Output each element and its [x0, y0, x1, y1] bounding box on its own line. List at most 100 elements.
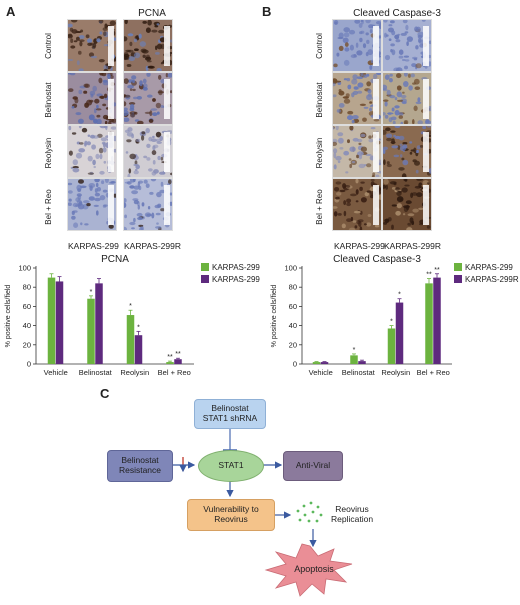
bar: [358, 361, 366, 364]
caspase-micrograph-r4-c2: [382, 178, 432, 231]
scale-bar: [423, 185, 429, 225]
scale-bar: [164, 79, 170, 119]
panel-a-title: PCNA: [138, 8, 166, 19]
legend-swatch: [201, 275, 209, 283]
belinostat-shrna-label: Belinostat STAT1 shRNA: [202, 403, 258, 423]
bar: [126, 315, 135, 364]
chart-title: Cleaved Caspase-3: [333, 254, 421, 265]
scale-bar: [373, 132, 379, 172]
legend-swatch: [201, 263, 209, 271]
pcna-micrograph-r3-c1: [67, 125, 117, 178]
panel-b-col-caption-1: KARPAS-299: [334, 241, 385, 251]
scale-bar: [108, 185, 114, 225]
legend-swatch: [454, 275, 462, 283]
bar: [95, 283, 103, 364]
reovirus-replication-label: Reovirus Replication: [331, 504, 374, 524]
bar: [87, 298, 95, 364]
pcna-micrograph-r2-c1: [67, 72, 117, 125]
y-tick-label: 80: [289, 283, 297, 292]
panel-b-letter: B: [262, 4, 272, 19]
bar: [312, 362, 321, 364]
stat1-label: STAT1: [218, 460, 244, 471]
significance-mark: *: [129, 303, 132, 310]
bar: [425, 283, 433, 364]
x-tick-label: Belinostat: [79, 368, 113, 377]
y-tick-label: 100: [18, 264, 31, 273]
panel-c-letter: C: [100, 386, 110, 401]
scale-bar: [164, 185, 170, 225]
scale-bar: [423, 132, 429, 172]
panel-a-col-caption-2: KARPAS-299R: [124, 241, 182, 251]
caspase-micrograph-r3-c2: [382, 125, 432, 178]
apoptosis-burst: [264, 543, 353, 597]
belinostat-shrna-box: Belinostat STAT1 shRNA: [194, 399, 266, 429]
scale-bar: [108, 79, 114, 119]
apoptosis-label: Apoptosis: [294, 564, 334, 574]
legend-label: KARPAS-299R: [465, 275, 519, 284]
significance-mark: **: [175, 351, 181, 358]
stat1-ellipse: STAT1: [198, 450, 264, 482]
panel-b-col-caption-2: KARPAS-299R: [384, 241, 442, 251]
scale-bar: [164, 132, 170, 172]
significance-mark: **: [167, 354, 173, 361]
significance-mark: *: [90, 289, 93, 296]
caspase-bar-chart: Cleaved Caspase-3 0 20 40 60 80 100 % positive …: [271, 254, 519, 377]
bar: [166, 362, 174, 364]
y-tick-label: 0: [293, 360, 297, 369]
caspase-micrograph-r2-c1: [332, 72, 382, 125]
caspase-micrograph-r2-c2: [382, 72, 432, 125]
reovirus-dots-icon: [296, 501, 323, 523]
y-axis-label: % positive cells/field: [271, 285, 278, 348]
y-tick-label: 100: [284, 264, 297, 273]
panel-a-letter: A: [6, 4, 16, 19]
bar: [395, 302, 404, 364]
bar: [387, 328, 396, 364]
y-axis-label: % positive cells/field: [5, 285, 12, 348]
scale-bar: [423, 26, 429, 66]
panel-b-title: Cleaved Caspase-3: [353, 8, 441, 19]
y-tick-label: 40: [23, 321, 31, 330]
significance-mark: *: [390, 319, 393, 326]
pcna-micrograph-r3-c2: [123, 125, 173, 178]
panel-a-col-caption-1: KARPAS-299: [68, 241, 119, 251]
scale-bar: [373, 79, 379, 119]
x-tick-label: Reolysin: [381, 368, 410, 377]
pcna-micrograph-r4-c1: [67, 178, 117, 231]
belinostat-resistance-box: Belinostat Resistance: [107, 450, 173, 482]
vulnerability-label: Vulnerability to Reovirus: [203, 504, 259, 524]
scale-bar: [164, 26, 170, 66]
bar: [320, 362, 329, 364]
scale-bar: [373, 185, 379, 225]
scale-bar: [108, 26, 114, 66]
pcna-micrograph-r2-c2: [123, 72, 173, 125]
x-tick-label: Bel + Reo: [417, 368, 450, 377]
legend-swatch: [454, 263, 462, 271]
significance-mark: *: [398, 292, 401, 299]
bar: [47, 277, 56, 364]
x-tick-label: Bel + Reo: [158, 368, 191, 377]
y-tick-label: 80: [23, 283, 31, 292]
legend-label: KARPAS-299R: [212, 275, 260, 284]
y-tick-label: 60: [23, 302, 31, 311]
scale-bar: [373, 26, 379, 66]
vulnerability-box: Vulnerability to Reovirus: [187, 499, 275, 531]
x-tick-label: Reolysin: [120, 368, 149, 377]
anti-viral-box: Anti-Viral: [283, 451, 343, 481]
caspase-micrograph-r1-c1: [332, 19, 382, 72]
pcna-micrograph-r1-c2: [123, 19, 173, 72]
bar: [433, 277, 441, 364]
caspase-micrograph-r4-c1: [332, 178, 382, 231]
x-tick-label: Belinostat: [342, 368, 376, 377]
scale-bar: [108, 132, 114, 172]
y-tick-label: 0: [27, 360, 31, 369]
significance-mark: *: [137, 324, 140, 331]
chart-title: PCNA: [101, 254, 129, 265]
pcna-bar-chart: PCNA 0 20 40 60 80 100 % positive cells/field Ve…: [5, 254, 260, 377]
y-tick-label: 20: [23, 340, 31, 349]
pcna-micrograph-r4-c2: [123, 178, 173, 231]
caspase-micrograph-r3-c1: [332, 125, 382, 178]
bar: [134, 335, 143, 364]
bar: [350, 355, 358, 364]
bar: [174, 359, 182, 364]
significance-mark: **: [426, 272, 432, 279]
